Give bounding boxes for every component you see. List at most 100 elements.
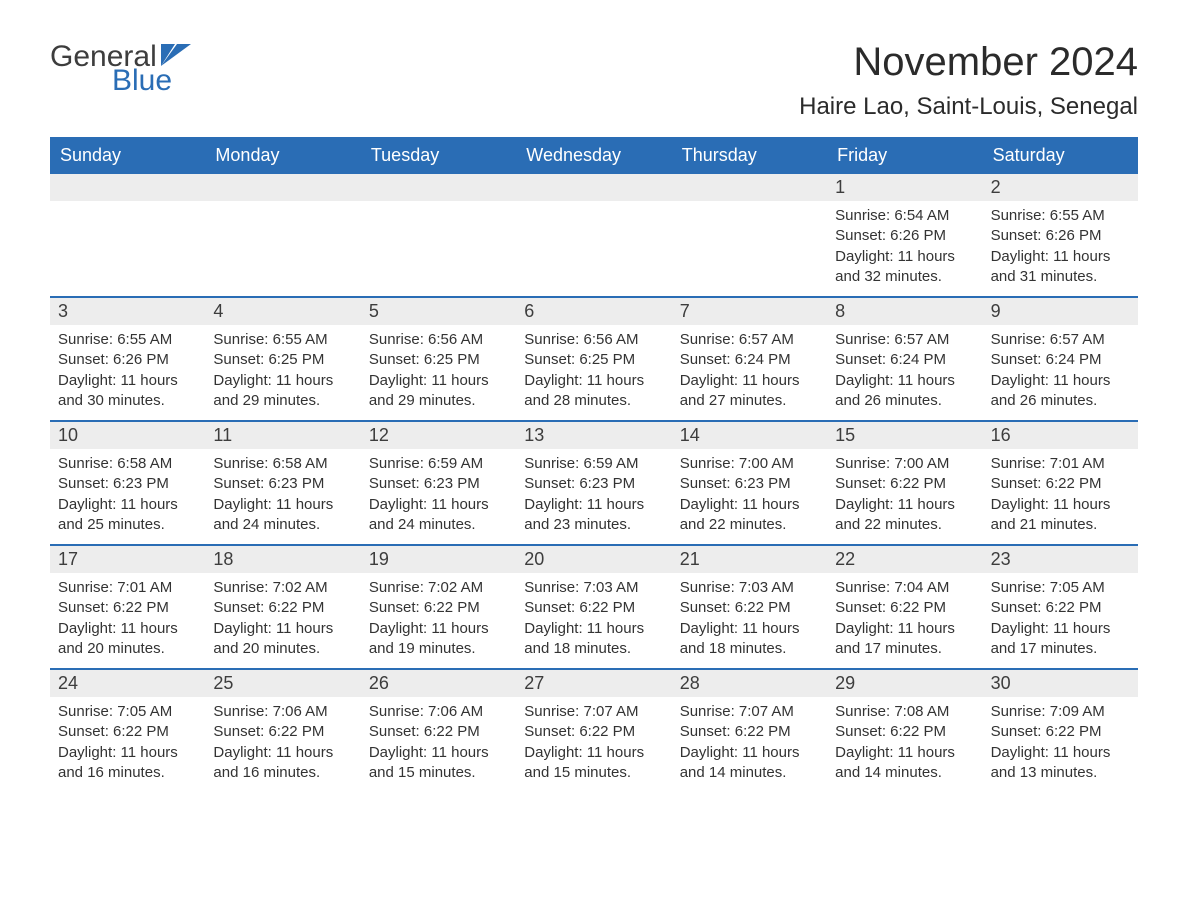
sunrise-line: Sunrise: 6:56 AM xyxy=(524,330,663,350)
daylight-line: Daylight: 11 hours and 32 minutes. xyxy=(835,247,974,288)
sunrise-line: Sunrise: 7:05 AM xyxy=(991,578,1130,598)
day-cell: 7Sunrise: 6:57 AMSunset: 6:24 PMDaylight… xyxy=(672,298,827,420)
sunrise-line: Sunrise: 6:54 AM xyxy=(835,206,974,226)
day-number: 30 xyxy=(983,670,1138,697)
sunrise-line: Sunrise: 7:00 AM xyxy=(680,454,819,474)
sunrise-line: Sunrise: 6:57 AM xyxy=(991,330,1130,350)
daylight-line: Daylight: 11 hours and 21 minutes. xyxy=(991,495,1130,536)
day-number: 6 xyxy=(516,298,671,325)
logo: General Blue xyxy=(50,40,191,98)
sunrise-line: Sunrise: 6:55 AM xyxy=(213,330,352,350)
sunrise-line: Sunrise: 7:01 AM xyxy=(58,578,197,598)
day-content: Sunrise: 7:01 AMSunset: 6:22 PMDaylight:… xyxy=(983,449,1138,543)
sunset-line: Sunset: 6:22 PM xyxy=(991,598,1130,618)
sunset-line: Sunset: 6:23 PM xyxy=(680,474,819,494)
daylight-line: Daylight: 11 hours and 14 minutes. xyxy=(680,743,819,784)
sunset-line: Sunset: 6:26 PM xyxy=(58,350,197,370)
weekday-cell: Friday xyxy=(827,137,982,174)
sunrise-line: Sunrise: 6:58 AM xyxy=(213,454,352,474)
day-cell: 13Sunrise: 6:59 AMSunset: 6:23 PMDayligh… xyxy=(516,422,671,544)
day-number: 5 xyxy=(361,298,516,325)
title-block: November 2024 Haire Lao, Saint-Louis, Se… xyxy=(799,40,1138,121)
day-cell xyxy=(516,174,671,296)
sunset-line: Sunset: 6:22 PM xyxy=(58,722,197,742)
daylight-line: Daylight: 11 hours and 22 minutes. xyxy=(680,495,819,536)
day-number: 4 xyxy=(205,298,360,325)
day-number: 11 xyxy=(205,422,360,449)
day-cell: 23 Sunrise: 7:05 AMSunset: 6:22 PMDayligh… xyxy=(983,546,1138,668)
day-number: 28 xyxy=(672,670,827,697)
day-number: 8 xyxy=(827,298,982,325)
day-number: 3 xyxy=(50,298,205,325)
day-cell: 2Sunrise: 6:55 AMSunset: 6:26 PMDaylight… xyxy=(983,174,1138,296)
daylight-line: Daylight: 11 hours and 19 minutes. xyxy=(369,619,508,660)
daylight-line: Daylight: 11 hours and 22 minutes. xyxy=(835,495,974,536)
sunset-line: Sunset: 6:22 PM xyxy=(369,598,508,618)
day-content: Sunrise: 6:57 AMSunset: 6:24 PMDaylight:… xyxy=(983,325,1138,419)
logo-text-blue: Blue xyxy=(112,64,172,98)
sunrise-line: Sunrise: 7:06 AM xyxy=(213,702,352,722)
day-content: Sunrise: 7:05 AMSunset: 6:22 PMDaylight:… xyxy=(50,697,205,791)
day-cell: 18Sunrise: 7:02 AMSunset: 6:22 PMDayligh… xyxy=(205,546,360,668)
day-cell: 9Sunrise: 6:57 AMSunset: 6:24 PMDaylight… xyxy=(983,298,1138,420)
day-cell xyxy=(50,174,205,296)
day-content: Sunrise: 7:00 AMSunset: 6:23 PMDaylight:… xyxy=(672,449,827,543)
day-content: Sunrise: 6:57 AMSunset: 6:24 PMDaylight:… xyxy=(672,325,827,419)
daylight-line: Daylight: 11 hours and 17 minutes. xyxy=(991,619,1130,660)
daylight-line: Daylight: 11 hours and 20 minutes. xyxy=(58,619,197,660)
sunrise-line: Sunrise: 7:02 AM xyxy=(213,578,352,598)
weekday-cell: Saturday xyxy=(983,137,1138,174)
daylight-line: Daylight: 11 hours and 15 minutes. xyxy=(524,743,663,784)
day-content: Sunrise: 6:55 AMSunset: 6:25 PMDaylight:… xyxy=(205,325,360,419)
sunset-line: Sunset: 6:22 PM xyxy=(835,474,974,494)
day-content: Sunrise: 6:54 AMSunset: 6:26 PMDaylight:… xyxy=(827,201,982,295)
sunset-line: Sunset: 6:23 PM xyxy=(213,474,352,494)
day-cell: 6Sunrise: 6:56 AMSunset: 6:25 PMDaylight… xyxy=(516,298,671,420)
day-cell: 12Sunrise: 6:59 AMSunset: 6:23 PMDayligh… xyxy=(361,422,516,544)
sunset-line: Sunset: 6:26 PM xyxy=(835,226,974,246)
daylight-line: Daylight: 11 hours and 16 minutes. xyxy=(213,743,352,784)
day-content: Sunrise: 7:06 AMSunset: 6:22 PMDaylight:… xyxy=(205,697,360,791)
sunrise-line: Sunrise: 7:01 AM xyxy=(991,454,1130,474)
sunrise-line: Sunrise: 7:02 AM xyxy=(369,578,508,598)
calendar: Sunday Monday Tuesday Wednesday Thursday… xyxy=(50,137,1138,792)
day-cell: 1Sunrise: 6:54 AMSunset: 6:26 PMDaylight… xyxy=(827,174,982,296)
day-number: 14 xyxy=(672,422,827,449)
daylight-line: Daylight: 11 hours and 20 minutes. xyxy=(213,619,352,660)
day-cell: 4Sunrise: 6:55 AMSunset: 6:25 PMDaylight… xyxy=(205,298,360,420)
day-number: 22 xyxy=(827,546,982,573)
sunrise-line: Sunrise: 7:03 AM xyxy=(524,578,663,598)
day-cell: 20Sunrise: 7:03 AMSunset: 6:22 PMDayligh… xyxy=(516,546,671,668)
day-cell: 10Sunrise: 6:58 AMSunset: 6:23 PMDayligh… xyxy=(50,422,205,544)
daylight-line: Daylight: 11 hours and 18 minutes. xyxy=(680,619,819,660)
day-number: 20 xyxy=(516,546,671,573)
sunset-line: Sunset: 6:25 PM xyxy=(213,350,352,370)
sunset-line: Sunset: 6:26 PM xyxy=(991,226,1130,246)
sunset-line: Sunset: 6:22 PM xyxy=(524,598,663,618)
day-number: 2 xyxy=(983,174,1138,201)
daylight-line: Daylight: 11 hours and 17 minutes. xyxy=(835,619,974,660)
sunrise-line: Sunrise: 6:57 AM xyxy=(835,330,974,350)
sunset-line: Sunset: 6:22 PM xyxy=(524,722,663,742)
sunset-line: Sunset: 6:24 PM xyxy=(991,350,1130,370)
day-cell: 14Sunrise: 7:00 AMSunset: 6:23 PMDayligh… xyxy=(672,422,827,544)
daylight-line: Daylight: 11 hours and 14 minutes. xyxy=(835,743,974,784)
day-content: Sunrise: 7:03 AMSunset: 6:22 PMDaylight:… xyxy=(516,573,671,667)
day-cell: 24Sunrise: 7:05 AMSunset: 6:22 PMDayligh… xyxy=(50,670,205,792)
day-cell: 29Sunrise: 7:08 AMSunset: 6:22 PMDayligh… xyxy=(827,670,982,792)
day-number: 7 xyxy=(672,298,827,325)
header: General Blue November 2024 Haire Lao, Sa… xyxy=(50,40,1138,121)
day-cell: 15Sunrise: 7:00 AMSunset: 6:22 PMDayligh… xyxy=(827,422,982,544)
day-number-bar xyxy=(50,174,205,201)
sunrise-line: Sunrise: 7:08 AM xyxy=(835,702,974,722)
sunrise-line: Sunrise: 7:07 AM xyxy=(524,702,663,722)
sunset-line: Sunset: 6:24 PM xyxy=(680,350,819,370)
day-number: 1 xyxy=(827,174,982,201)
sunrise-line: Sunrise: 6:58 AM xyxy=(58,454,197,474)
sunset-line: Sunset: 6:22 PM xyxy=(213,598,352,618)
day-content: Sunrise: 7:07 AMSunset: 6:22 PMDaylight:… xyxy=(516,697,671,791)
daylight-line: Daylight: 11 hours and 23 minutes. xyxy=(524,495,663,536)
day-cell: 3Sunrise: 6:55 AMSunset: 6:26 PMDaylight… xyxy=(50,298,205,420)
day-number: 23 xyxy=(983,546,1138,573)
day-number: 26 xyxy=(361,670,516,697)
